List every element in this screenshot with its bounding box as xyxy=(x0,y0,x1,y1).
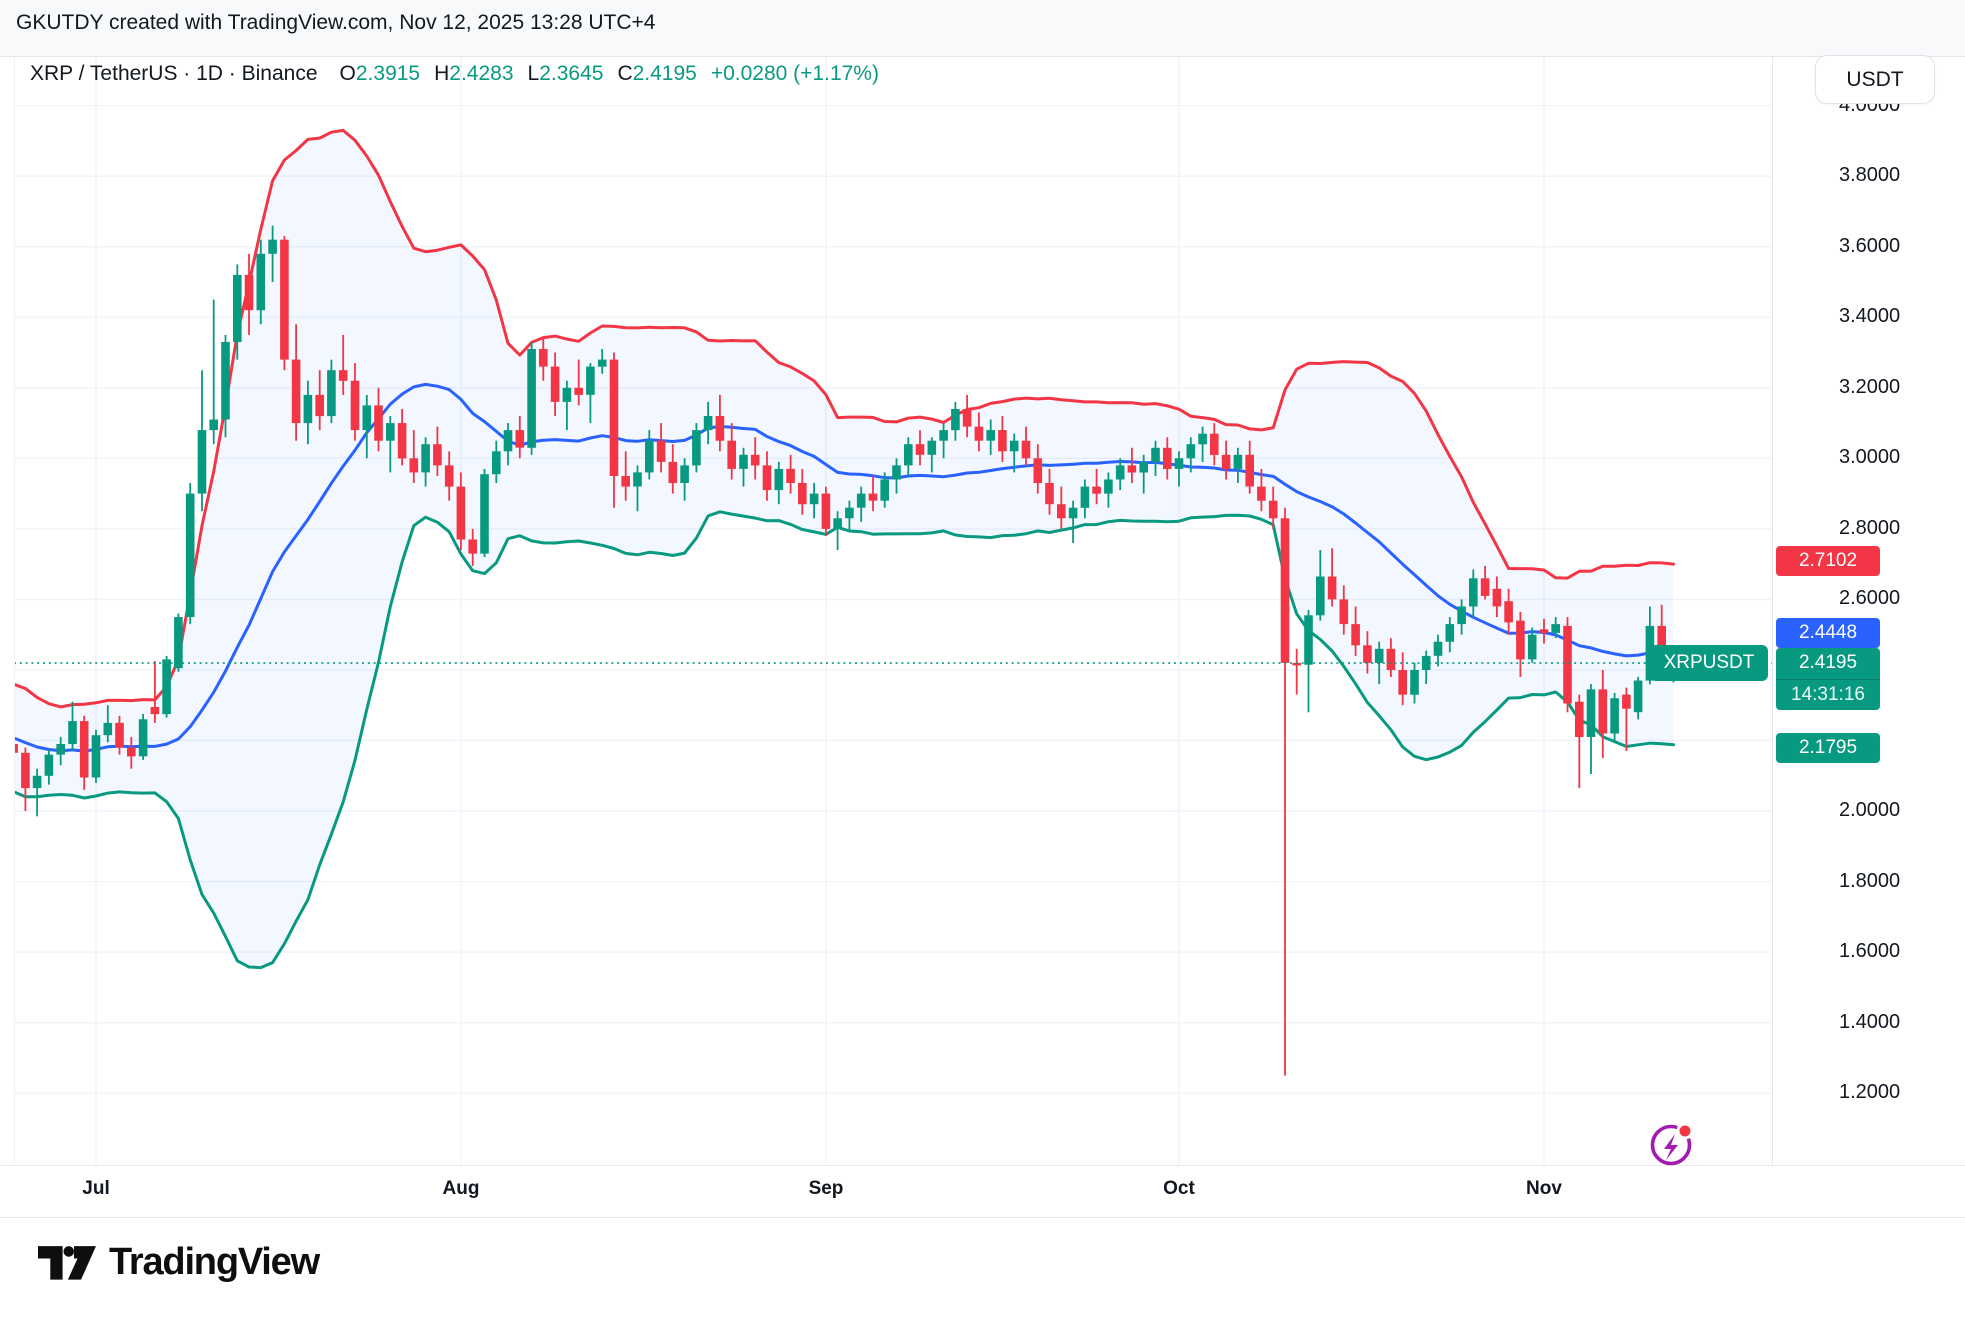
lower-band-price-badge: 2.1795 xyxy=(1776,732,1880,763)
pane-top-border xyxy=(0,56,1965,57)
x-axis-month-label: Nov xyxy=(1526,1178,1562,1199)
price-change: +0.0280 (+1.17%) xyxy=(710,62,879,85)
tradingview-logo-text: TradingView xyxy=(109,1240,320,1283)
x-axis-month-label: Jul xyxy=(82,1178,110,1199)
tradingview-logo-mark-icon xyxy=(38,1246,96,1280)
basis-band-price-badge: 2.4448 xyxy=(1776,618,1880,649)
upper-band-price-badge: 2.7102 xyxy=(1776,545,1880,576)
currency-toggle-button[interactable]: USDT xyxy=(1815,55,1935,104)
last-price-badge: 2.4195 14:31:16 xyxy=(1776,648,1880,711)
ohlc-low: L2.3645 xyxy=(527,62,604,85)
price-axis-border xyxy=(1772,56,1773,1216)
alert-dot-icon xyxy=(1676,1122,1694,1140)
tradingview-logo[interactable]: TradingView xyxy=(38,1239,320,1285)
attribution-text: GKUTDY created with TradingView.com, Nov… xyxy=(16,11,656,34)
x-axis-month-label: Oct xyxy=(1163,1178,1195,1199)
ohlc-high: H2.4283 xyxy=(434,62,514,85)
last-price-value: 2.4195 xyxy=(1798,652,1858,674)
lightning-bolt-icon xyxy=(1664,1134,1678,1160)
x-axis-month-label: Sep xyxy=(808,1178,844,1199)
time-axis[interactable]: Jul Aug Sep Oct Nov xyxy=(0,1165,1965,1218)
symbol-title[interactable]: XRP / TetherUS · 1D · Binance xyxy=(30,62,318,85)
pane-left-border xyxy=(14,56,15,1165)
x-axis-month-label: Aug xyxy=(442,1178,480,1199)
ohlc-close: C2.4195 xyxy=(617,62,697,85)
ohlc-open: O2.3915 xyxy=(339,62,421,85)
attribution-bar: GKUTDY created with TradingView.com, Nov… xyxy=(0,0,1965,56)
symbol-name-tag: XRPUSDT xyxy=(1650,645,1768,682)
symbol-legend: XRP / TetherUS · 1D · Binance O2.3915 H2… xyxy=(30,62,879,86)
flash-alert-button[interactable] xyxy=(1644,1116,1700,1172)
bar-countdown-timer: 14:31:16 xyxy=(1776,678,1880,711)
footer: TradingView xyxy=(0,1217,1965,1323)
flash-circle-icon xyxy=(1650,1124,1692,1166)
